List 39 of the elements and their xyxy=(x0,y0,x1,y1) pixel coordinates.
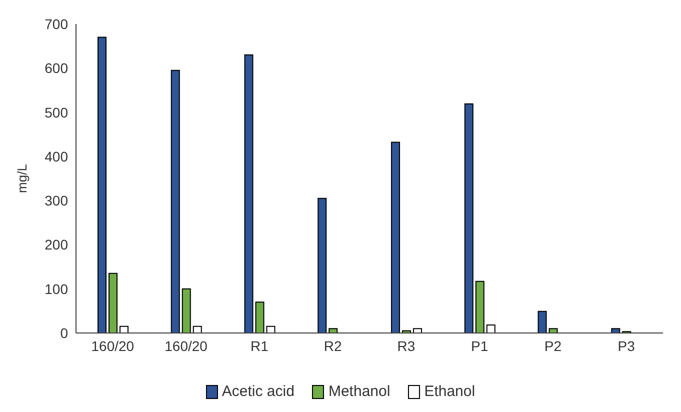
bar xyxy=(170,70,180,333)
bar xyxy=(182,288,191,333)
bar xyxy=(486,324,496,333)
y-tick-label: 300 xyxy=(44,192,68,209)
legend-label: Methanol xyxy=(327,383,390,400)
x-tick-label: 160/20 xyxy=(164,338,208,354)
x-tick-label: P1 xyxy=(471,338,488,354)
bar xyxy=(548,328,558,333)
x-tick-label: P3 xyxy=(618,338,636,354)
y-tick-label: 700 xyxy=(44,16,68,32)
x-tick-label: R1 xyxy=(250,338,269,354)
bar xyxy=(266,326,276,333)
bar xyxy=(538,310,547,333)
x-tick-label: R3 xyxy=(397,338,416,354)
bar xyxy=(318,198,327,333)
bar xyxy=(120,326,129,333)
legend-label: Ethanol xyxy=(423,383,476,400)
y-tick-label: 100 xyxy=(44,280,68,297)
bar xyxy=(108,272,118,333)
bar xyxy=(413,328,422,333)
x-tick-label: R2 xyxy=(324,338,342,354)
y-tick-label: 200 xyxy=(44,236,68,253)
bar xyxy=(255,302,264,333)
y-tick-label: 600 xyxy=(44,60,68,76)
bar xyxy=(328,328,338,333)
bar xyxy=(475,280,484,333)
y-tick-label: 400 xyxy=(44,148,68,164)
legend-label: Acetic acid xyxy=(220,383,294,400)
bar xyxy=(464,103,474,333)
bar xyxy=(244,54,254,333)
bar xyxy=(391,142,400,333)
x-tick-label: P2 xyxy=(544,338,562,354)
bar xyxy=(611,328,620,333)
y-tick-label: 0 xyxy=(60,324,68,341)
bar xyxy=(98,36,107,333)
x-tick-label: 160/20 xyxy=(91,338,134,354)
bar xyxy=(192,326,202,333)
y-tick-label: 500 xyxy=(44,104,68,120)
y-axis-title: mg/L xyxy=(14,164,30,193)
